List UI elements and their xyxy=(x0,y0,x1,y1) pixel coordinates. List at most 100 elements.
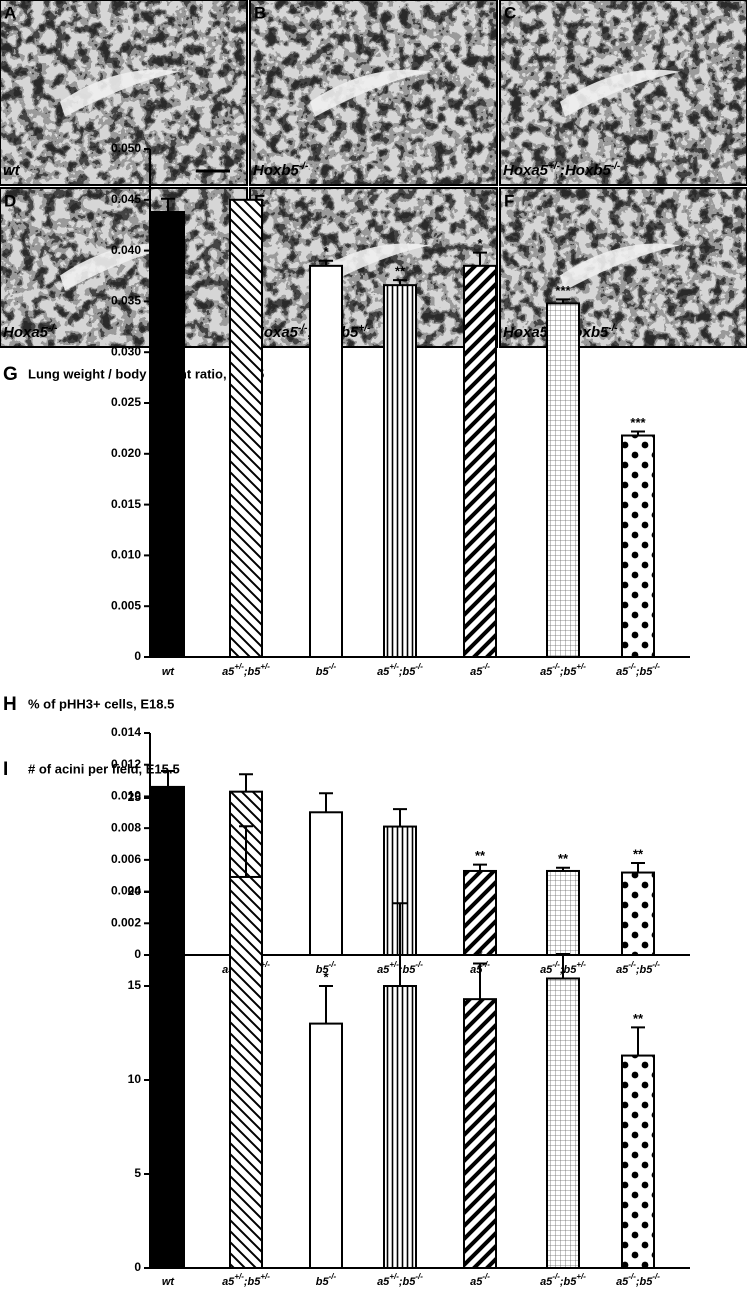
significance: ** xyxy=(475,848,486,863)
bar xyxy=(151,904,185,1269)
superscript: -/- xyxy=(611,161,621,172)
superscript: -/- xyxy=(415,662,423,671)
genotype-label: Hoxa5-/- xyxy=(3,323,58,341)
bar xyxy=(546,302,580,658)
significance: ** xyxy=(633,1011,644,1026)
superscript: +/- xyxy=(260,662,270,671)
label-text: b5 xyxy=(316,666,330,678)
superscript: -/- xyxy=(628,662,636,671)
label-text: a5 xyxy=(540,964,553,976)
x-tick-label: a5-/-;b5-/- xyxy=(616,662,660,678)
label-text: ;b5 xyxy=(636,1276,653,1288)
x-tick-label: a5+/-;b5-/- xyxy=(377,662,423,678)
y-tick-label: 0.045 xyxy=(111,192,141,206)
superscript: +/- xyxy=(389,960,399,969)
x-tick-label: b5-/- xyxy=(316,662,337,678)
y-tick-label: 0.015 xyxy=(111,497,141,511)
y-tick-label: 0.006 xyxy=(111,852,141,866)
superscript: -/- xyxy=(329,960,337,969)
y-tick-label: 0 xyxy=(134,947,141,961)
charts: G Lung weight / body weight ratio, E18.5 0… xyxy=(3,141,690,1288)
error-bar xyxy=(319,259,333,266)
panel-letter: A xyxy=(4,3,16,22)
label-text: a5 xyxy=(540,1276,553,1288)
bar xyxy=(383,284,417,658)
y-tick-label: 0.010 xyxy=(111,548,141,562)
significance: ** xyxy=(558,851,569,866)
x-tick-label: a5-/- xyxy=(470,662,490,678)
x-tick-label: a5-/-;b5+/- xyxy=(540,1272,586,1288)
y-tick-label: 0.008 xyxy=(111,820,141,834)
label-text: wt xyxy=(162,666,176,678)
label-text: ;b5 xyxy=(399,1276,416,1288)
label-text: ;b5 xyxy=(636,964,653,976)
superscript: -/- xyxy=(482,960,490,969)
label-text: ;Hoxb5 xyxy=(560,162,611,179)
y-tick-label: 0.005 xyxy=(111,598,141,612)
panel-letter: G xyxy=(3,364,18,385)
superscript: -/- xyxy=(608,323,618,334)
panel-letter: F xyxy=(504,191,514,210)
panel-letter: I xyxy=(3,759,8,780)
x-tick-label: b5-/- xyxy=(316,960,337,976)
bar xyxy=(621,434,655,658)
superscript: -/- xyxy=(329,1272,337,1281)
label-text: a5 xyxy=(222,1276,235,1288)
superscript: -/- xyxy=(652,1272,660,1281)
superscript: +/- xyxy=(358,323,371,334)
y-tick-label: 0.002 xyxy=(111,915,141,929)
y-tick-label: 0 xyxy=(134,649,141,663)
label-text: a5 xyxy=(616,666,629,678)
x-tick-label: a5-/-;b5+/- xyxy=(540,662,586,678)
bar xyxy=(309,1022,343,1269)
chart-title: Lung weight / body weight ratio, E18.5 xyxy=(28,366,264,381)
superscript: +/- xyxy=(576,960,586,969)
label-text: ;b5 xyxy=(560,666,577,678)
superscript: -/- xyxy=(628,1272,636,1281)
error-bar xyxy=(556,298,570,304)
error-bar xyxy=(473,251,487,266)
error-bar xyxy=(239,825,253,877)
label-text: ;b5 xyxy=(244,666,261,678)
label-text: a5 xyxy=(377,666,390,678)
error-bar xyxy=(393,808,407,827)
airway xyxy=(560,243,680,291)
label-text: ;b5 xyxy=(636,666,653,678)
bar xyxy=(229,875,263,1270)
y-tick-label: 0.010 xyxy=(111,789,141,803)
label-text: Hoxa5 xyxy=(503,162,549,179)
superscript: -/- xyxy=(628,960,636,969)
significance: *** xyxy=(555,283,571,298)
panel-letter: H xyxy=(3,694,17,715)
x-tick-label: wt xyxy=(162,666,176,678)
micrograph-panel: EHoxa5-/-;Hoxb5+/- xyxy=(249,187,498,348)
y-tick-label: 0.050 xyxy=(111,141,141,155)
label-text: a5 xyxy=(470,666,483,678)
superscript: +/- xyxy=(389,662,399,671)
x-tick-label: a5-/-;b5+/- xyxy=(540,960,586,976)
superscript: -/- xyxy=(415,960,423,969)
label-text: ;b5 xyxy=(244,1276,261,1288)
label-text: ;b5 xyxy=(560,964,577,976)
micrograph-panel: C Hoxa5+/-;Hoxb5-/- xyxy=(499,0,747,186)
label-text: wt xyxy=(3,162,21,179)
error-bar xyxy=(161,770,175,787)
error-bar xyxy=(631,430,645,436)
panel-letter: C xyxy=(504,3,516,22)
x-tick-label: wt xyxy=(162,1276,176,1288)
error-bar xyxy=(319,985,333,1024)
micrograph-tissue xyxy=(1,189,246,346)
superscript: +/- xyxy=(260,960,270,969)
superscript: -/- xyxy=(482,662,490,671)
x-tick-label: a5-/-;b5-/- xyxy=(616,960,660,976)
micrograph-panel: Awt xyxy=(0,0,248,186)
bar xyxy=(383,985,417,1269)
micrograph-tissue xyxy=(251,189,496,346)
x-tick-label: a5+/-;b5-/- xyxy=(377,960,423,976)
micrograph-panel: D Hoxa5-/- xyxy=(0,187,248,348)
y-tick-label: 0.004 xyxy=(111,884,141,898)
superscript: +/- xyxy=(576,1272,586,1281)
error-bar xyxy=(473,962,487,1000)
superscript: -/- xyxy=(298,323,308,334)
bar xyxy=(546,869,580,957)
